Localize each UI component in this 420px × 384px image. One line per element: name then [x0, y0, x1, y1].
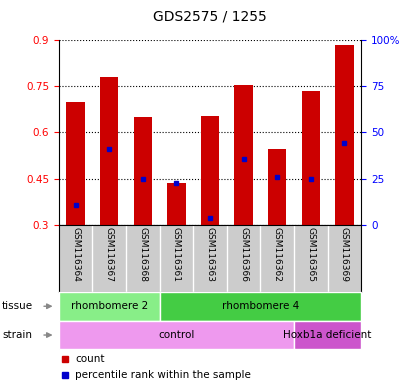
Text: GSM116363: GSM116363 — [205, 227, 215, 282]
Bar — [59, 321, 294, 349]
Text: GSM116362: GSM116362 — [273, 227, 282, 282]
Bar — [66, 102, 85, 225]
Text: rhombomere 4: rhombomere 4 — [222, 301, 299, 311]
Bar — [160, 292, 361, 321]
Bar — [234, 85, 253, 225]
Text: GSM116361: GSM116361 — [172, 227, 181, 282]
Text: GSM116368: GSM116368 — [138, 227, 147, 282]
Text: GDS2575 / 1255: GDS2575 / 1255 — [153, 10, 267, 23]
Text: rhombomere 2: rhombomere 2 — [71, 301, 148, 311]
Text: strain: strain — [2, 330, 32, 340]
Bar — [302, 91, 320, 225]
Bar — [134, 117, 152, 225]
Text: GSM116365: GSM116365 — [306, 227, 315, 282]
Text: count: count — [76, 354, 105, 364]
Text: GSM116367: GSM116367 — [105, 227, 114, 282]
Bar — [201, 116, 219, 225]
Bar — [167, 183, 186, 225]
Text: percentile rank within the sample: percentile rank within the sample — [76, 370, 251, 381]
Text: GSM116364: GSM116364 — [71, 227, 80, 282]
Text: GSM116369: GSM116369 — [340, 227, 349, 282]
Bar — [335, 45, 354, 225]
Bar — [59, 292, 160, 321]
Text: Hoxb1a deficient: Hoxb1a deficient — [284, 330, 372, 340]
Text: control: control — [158, 330, 194, 340]
Text: tissue: tissue — [2, 301, 33, 311]
Bar — [268, 149, 286, 225]
Bar — [100, 77, 118, 225]
Bar — [294, 321, 361, 349]
Text: GSM116366: GSM116366 — [239, 227, 248, 282]
